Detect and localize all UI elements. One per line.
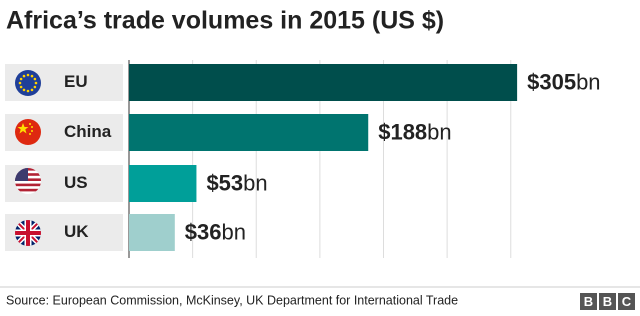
bar [129,114,369,151]
value-label: $188bn [378,119,451,144]
category-label: US [64,173,88,192]
logo-box [618,293,635,310]
category-label: EU [64,72,88,91]
value-label: $305bn [527,69,600,94]
flag-eu [15,70,41,96]
value-label: $36bn [185,219,246,244]
logo-box [599,293,616,310]
bar [129,64,518,101]
logo-letter: B [584,294,593,309]
chart-title: Africa’s trade volumes in 2015 (US $) [6,7,444,35]
logo-box [580,293,597,310]
flag-us [15,168,41,194]
category-label: UK [64,222,89,241]
source: Source: European Commission, McKinsey, U… [6,293,458,307]
logo-letter: B [603,294,612,309]
flags [15,70,41,246]
flag-china [15,119,41,145]
logo-letter: C [622,294,632,309]
bar [129,214,175,251]
flag-uk [15,220,41,246]
category-label: China [64,122,112,141]
bar [129,165,197,202]
value-label: $53bn [206,170,267,195]
